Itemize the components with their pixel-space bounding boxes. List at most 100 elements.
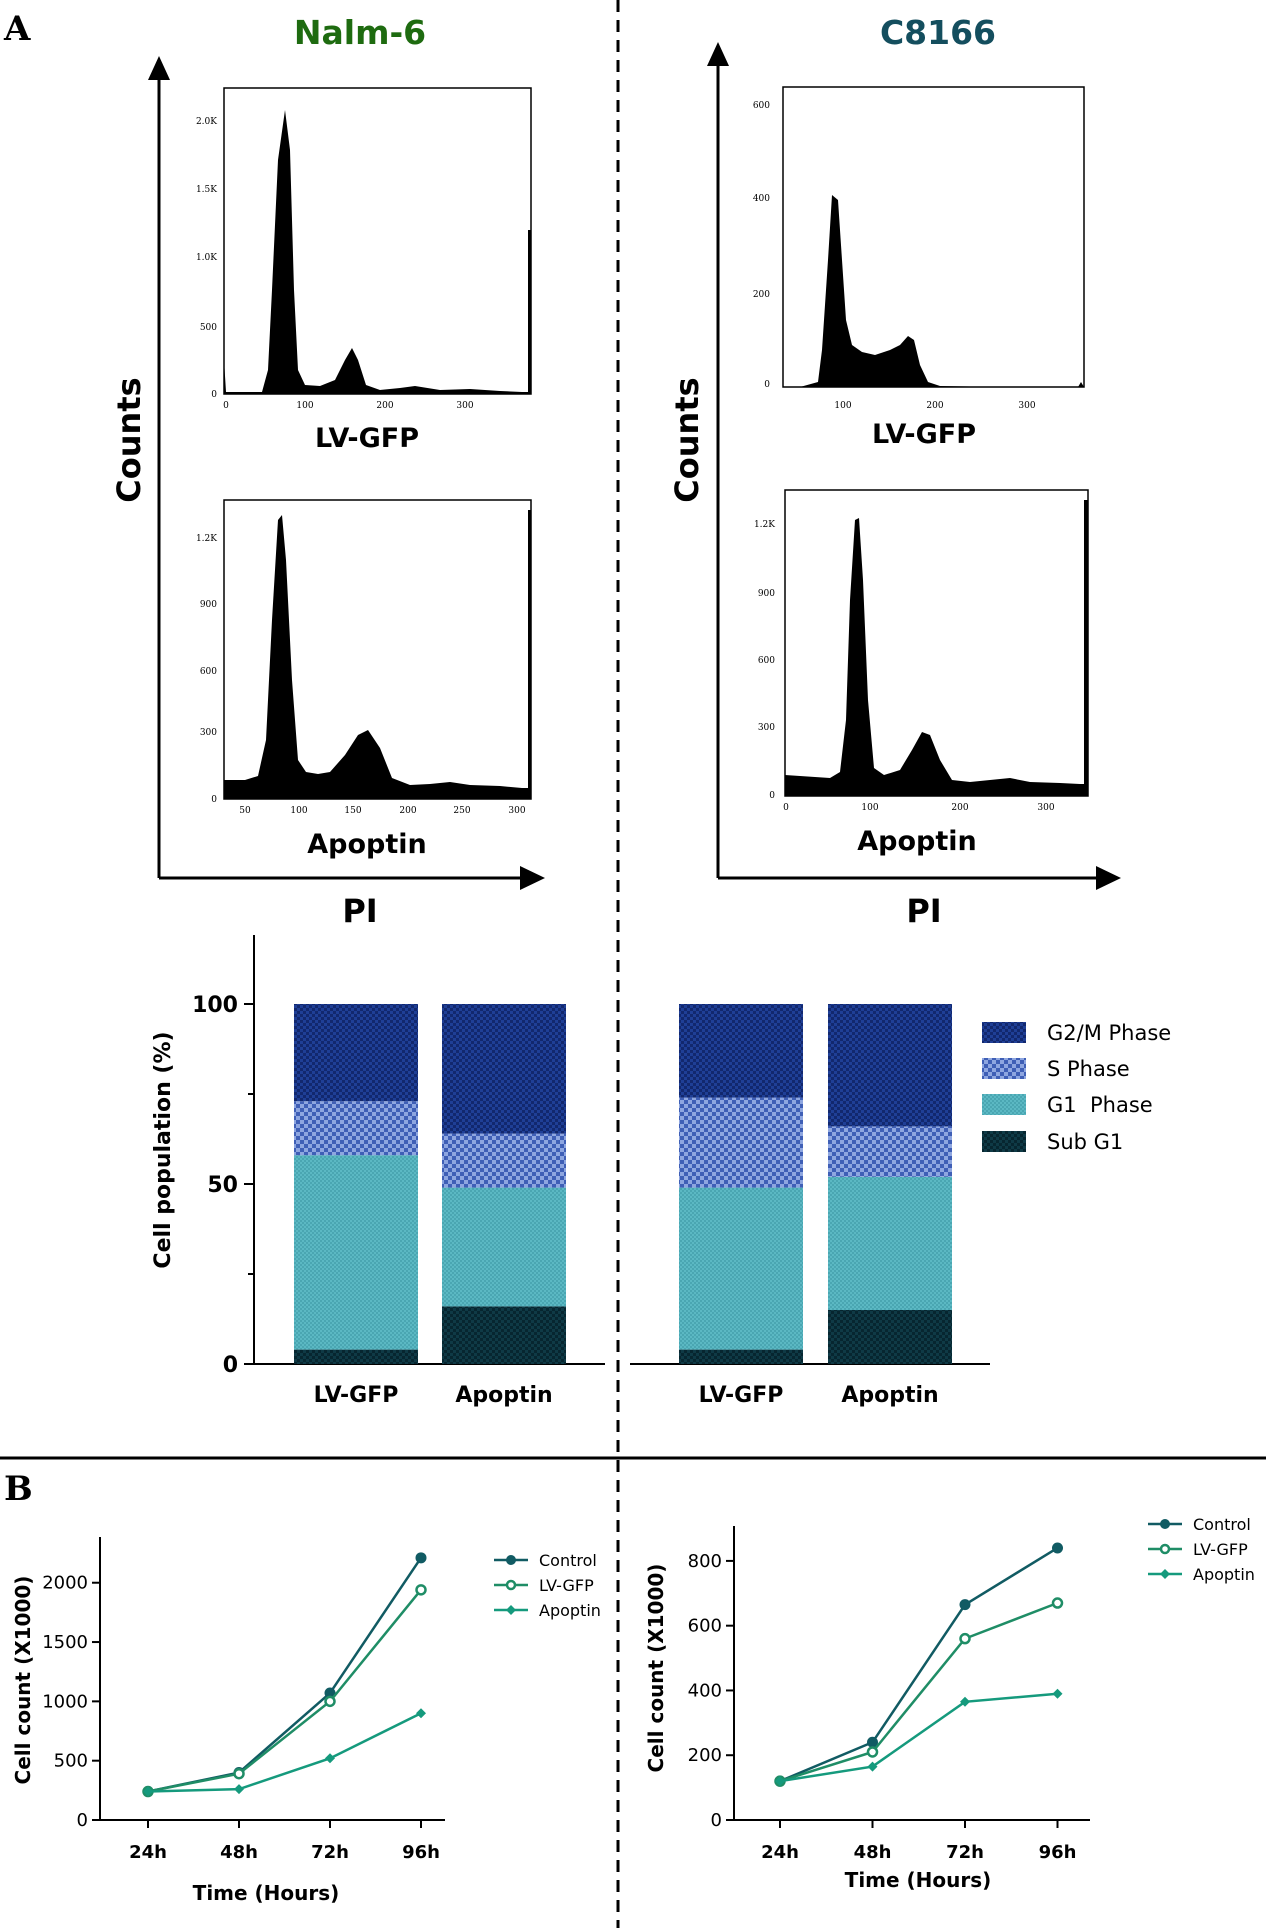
- c8166-line-series-line-2: [779, 1692, 1058, 1783]
- bar-segment-g1-2: [679, 1187, 803, 1350]
- bar-legend: G2/M Phase S Phase G1 Phase Sub G1: [982, 1021, 1171, 1154]
- c8166-line-point-1-3: [1051, 1597, 1064, 1609]
- c8166-line-x-tick-label-2: 72h: [946, 1842, 984, 1863]
- c8166-line-y-tick-label-3: 600: [688, 1616, 722, 1637]
- line-chart-c8166: 0 200 400 600 800 24h 48h 72h 96h Control LV-GFP Ap…: [644, 1515, 1255, 1892]
- nalm6-pi-label: PI: [342, 892, 377, 930]
- c8166-line-point-1-2: [959, 1632, 971, 1645]
- nalm6-line-point-0-3: [415, 1552, 427, 1564]
- c8166-line-xlabel: Time (Hours): [845, 1868, 992, 1892]
- c8166-line-legend-marker-2: [1160, 1569, 1170, 1579]
- c8166-line-point-2-0: [775, 1776, 785, 1787]
- c8166-line-legend-label-0: Control: [1193, 1515, 1251, 1534]
- nalm6-line-y-tick-label-3: 1500: [42, 1632, 88, 1653]
- c8166-line-point-1-1: [866, 1746, 879, 1758]
- bar-segment-subg1-1: [442, 1306, 566, 1364]
- svg-text:500: 500: [200, 323, 217, 333]
- bar-category-label-0: LV-GFP: [314, 1383, 399, 1408]
- c8166-line-y-tick-label-0: 0: [711, 1810, 722, 1831]
- svg-text:1.2K: 1.2K: [754, 520, 775, 530]
- bar-segment-g1-1: [442, 1187, 566, 1307]
- bar-segment-subg1-2: [679, 1349, 803, 1364]
- nalm6-line-y-tick-label-0: 0: [77, 1810, 88, 1831]
- nalm6-line-legend-marker-1: [505, 1579, 517, 1591]
- bar-segment-g2m-2: [679, 1004, 803, 1098]
- c8166-line-point-2-3: [1052, 1688, 1063, 1699]
- c8166-line-series-line-0: [779, 1546, 1059, 1783]
- legend-s: S Phase: [1047, 1057, 1130, 1081]
- svg-text:200: 200: [399, 806, 416, 816]
- svg-text:50: 50: [239, 806, 251, 816]
- nalm6-line-legend-label-2: Apoptin: [539, 1601, 601, 1620]
- bar-segment-subg1-3: [828, 1310, 952, 1364]
- bar-segment-s-0: [294, 1101, 418, 1156]
- bar-segment-g1-0: [294, 1155, 418, 1350]
- svg-text:150: 150: [344, 806, 361, 816]
- c8166-line-y-tick-label-1: 200: [688, 1745, 722, 1766]
- bar-segment-g2m-0: [294, 1004, 418, 1102]
- svg-text:900: 900: [758, 589, 775, 599]
- stacked-bar-chart: LV-GFP Apoptin LV-GFP Apoptin 0 50 100 Cell po…: [151, 935, 1171, 1408]
- nalm6-line-legend-marker-2: [506, 1605, 516, 1615]
- legend-swatch-subg1: [982, 1131, 1026, 1152]
- svg-text:600: 600: [758, 656, 775, 666]
- svg-text:100: 100: [834, 401, 851, 411]
- panel-letter-b: B: [4, 1469, 33, 1509]
- c8166-line-point-0-2: [959, 1599, 971, 1611]
- bar-category-label-3: Apoptin: [841, 1383, 938, 1408]
- svg-text:200: 200: [753, 290, 770, 300]
- nalm6-line-point-2-2: [325, 1753, 335, 1764]
- c8166-line-y-tick-label-2: 400: [688, 1680, 722, 1701]
- panel-letter-a: A: [3, 9, 31, 49]
- c8166-lvgfp-label: LV-GFP: [872, 419, 976, 450]
- c8166-line-point-2-1: [867, 1761, 878, 1772]
- c8166-line-legend-marker-1: [1159, 1543, 1171, 1555]
- nalm6-line-series-line-2: [147, 1712, 422, 1793]
- c8166-line-y-tick-label-4: 800: [688, 1551, 722, 1572]
- nalm6-line-legend-label-1: LV-GFP: [539, 1576, 594, 1595]
- nalm6-line-point-0-2: [324, 1687, 336, 1699]
- bar-category-label-2: LV-GFP: [699, 1383, 784, 1408]
- nalm6-line-point-2-1: [234, 1784, 244, 1795]
- svg-text:900: 900: [200, 600, 217, 610]
- bar-segment-g2m-1: [442, 1004, 566, 1134]
- nalm6-title: Nalm-6: [294, 13, 426, 52]
- svg-text:0: 0: [223, 401, 229, 411]
- svg-text:200: 200: [951, 803, 968, 813]
- svg-text:200: 200: [926, 401, 943, 411]
- svg-text:200: 200: [376, 401, 393, 411]
- bar-y-tick-label-0: 0: [223, 1353, 238, 1378]
- svg-text:1.0K: 1.0K: [196, 253, 217, 263]
- nalm6-lvgfp-label: LV-GFP: [315, 423, 419, 454]
- nalm6-line-legend-marker-0: [506, 1555, 516, 1565]
- c8166-line-legend-label-1: LV-GFP: [1193, 1540, 1248, 1559]
- c8166-lvgfp-histogram: 100 200 300 0 200 400 600: [753, 86, 1085, 411]
- c8166-title: C8166: [880, 13, 996, 52]
- svg-text:0: 0: [764, 380, 770, 390]
- nalm6-apoptin-histogram: 50 100 150 200 250 300 0 300 600 900 1.2…: [196, 499, 532, 816]
- c8166-apoptin-histogram: 0 100 200 300 0 300 600 900 1.2K: [754, 489, 1089, 813]
- nalm6-line-series-line-1: [147, 1589, 422, 1793]
- nalm6-line-point-1-3: [415, 1584, 427, 1596]
- nalm6-line-point-1-2: [324, 1695, 336, 1708]
- legend-subg1: Sub G1: [1047, 1130, 1123, 1154]
- c8166-line-ylabel: Cell count (X1000): [644, 1564, 668, 1773]
- nalm6-apoptin-label: Apoptin: [307, 829, 426, 860]
- svg-text:0: 0: [769, 791, 775, 801]
- bar-segment-g1-3: [828, 1176, 952, 1310]
- c8166-line-x-tick-label-1: 48h: [854, 1842, 892, 1863]
- svg-text:0: 0: [211, 390, 217, 400]
- bar-segment-g2m-3: [828, 1004, 952, 1127]
- nalm6-line-series-line-0: [147, 1557, 423, 1793]
- bar-segment-subg1-0: [294, 1349, 418, 1364]
- svg-text:600: 600: [200, 667, 217, 677]
- c8166-line-legend-label-2: Apoptin: [1193, 1565, 1255, 1584]
- svg-text:100: 100: [290, 806, 307, 816]
- svg-text:300: 300: [1037, 803, 1054, 813]
- svg-text:300: 300: [456, 401, 473, 411]
- svg-text:300: 300: [1018, 401, 1035, 411]
- bar-ylabel: Cell population (%): [151, 1031, 176, 1268]
- bar-y-tick-label-2: 100: [192, 993, 238, 1018]
- bar-category-label-1: Apoptin: [455, 1383, 552, 1408]
- svg-text:300: 300: [508, 806, 525, 816]
